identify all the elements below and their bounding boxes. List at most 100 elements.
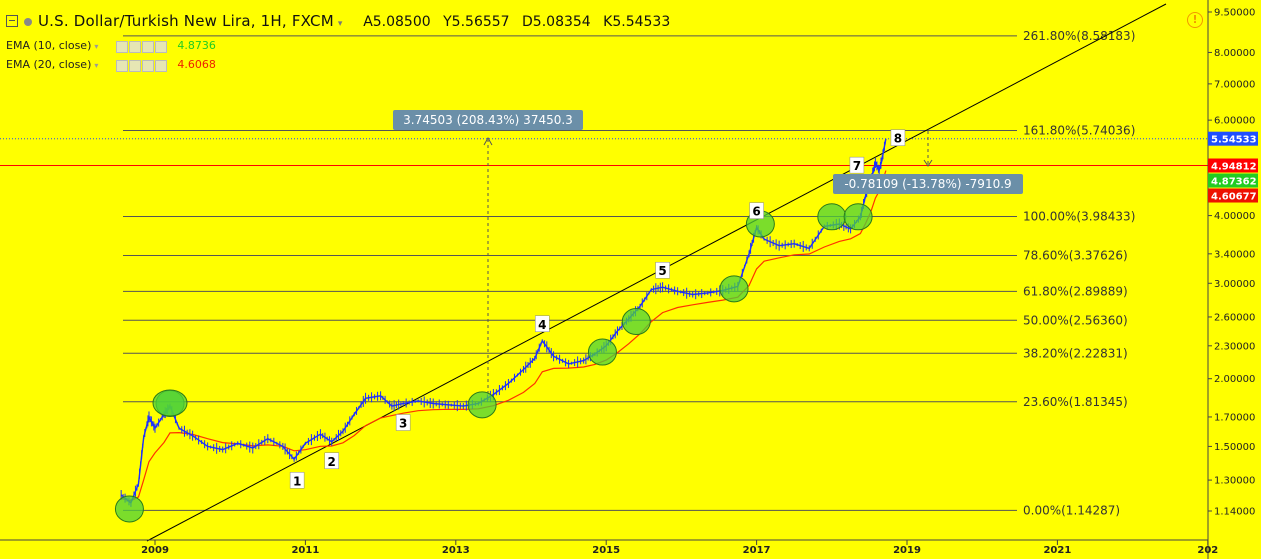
price-label: 4.94812 [1211,162,1257,173]
fib-level-label: 78.60%(3.37626) [1023,248,1128,262]
price-tick-label: 7.00000 [1214,79,1255,90]
time-tick-label: 202 [1197,545,1218,556]
time-tick-label: 2009 [141,545,169,556]
collapse-icon[interactable] [6,14,18,27]
indicator-label: EMA (10, close) [6,39,92,52]
ohlc-readout: A5.08500 Y5.56557 D5.08354 K5.54533 [363,14,678,30]
measure-down-box [833,174,1023,194]
eye-icon[interactable] [115,40,128,53]
symbol-title[interactable]: U.S. Dollar/Turkish New Lira, 1H, FXCM [38,12,334,30]
indicator-value: 4.6068 [177,58,216,71]
wave-label-box [749,202,764,219]
wave-label: 8 [894,132,902,146]
highlight-circle [114,495,144,523]
fib-level-label: 261.80%(8.58183) [1023,29,1135,43]
plus-icon[interactable] [141,59,154,72]
price-tick-label: 9.50000 [1214,8,1255,19]
wave-label: 3 [399,417,407,431]
gear-icon[interactable] [128,59,141,72]
price-tick-label: 3.00000 [1214,279,1255,290]
indicator-buttons [115,59,168,72]
low-value: D5.08354 [522,14,591,30]
time-tick-label: 2015 [592,545,620,556]
measure-up-label: 3.74503 (208.43%) 37450.3 [403,113,573,127]
indicator-ema10[interactable]: EMA (10, close) ▾ 4.8736 [6,39,216,53]
ema20-line [121,170,887,502]
wave-label-box [890,129,906,146]
price-line [120,138,887,505]
highlight-circle [621,308,651,336]
wave-label: 5 [658,264,666,278]
plus-icon[interactable] [141,40,154,53]
wave-label: 4 [538,318,546,332]
fib-level-label: 0.00%(1.14287) [1023,503,1120,517]
wave-label-box [395,414,411,431]
chart-header: U.S. Dollar/Turkish New Lira, 1H, FXCM ▾ … [6,12,678,30]
price-tick-label: 1.70000 [1214,412,1255,423]
symbol-dot-icon [24,17,32,26]
wave-label: 1 [293,474,301,488]
highlight-circle [719,275,749,303]
highlight-circle [152,389,188,417]
highlight-circle [843,203,873,231]
time-tick-label: 2019 [893,545,921,556]
warning-icon[interactable]: ! [1187,12,1203,28]
wave-label-box [289,472,305,489]
fib-level-label: 50.00%(2.56360) [1023,313,1128,327]
indicator-ema20[interactable]: EMA (20, close) ▾ 4.6068 [6,58,216,72]
wave-label-box [849,156,865,174]
highlight-circle [817,203,847,231]
gear-icon[interactable] [128,40,141,53]
price-tick-label: 2.60000 [1214,312,1255,323]
price-tick-label: 2.00000 [1214,374,1255,385]
indicator-label: EMA (20, close) [6,58,92,71]
chevron-down-icon[interactable]: ▾ [337,19,343,29]
fib-level-label: 100.00%(3.98433) [1023,209,1135,223]
chevron-down-icon[interactable]: ▾ [94,42,99,51]
price-label-box [1208,158,1258,173]
price-tick-label: 8.00000 [1214,48,1255,59]
price-label-box [1208,188,1258,203]
close-icon[interactable] [154,40,167,53]
open-value: A5.08500 [363,14,431,30]
chevron-down-icon[interactable]: ▾ [94,61,99,70]
price-label-box [1208,173,1258,188]
highlight-circle [587,338,617,366]
wave-label-box [324,452,339,470]
measure-up-box [393,110,583,130]
fib-level-label: 61.80%(2.89889) [1023,284,1128,298]
price-tick-label: 2.30000 [1214,341,1255,352]
time-tick-label: 2021 [1043,545,1071,556]
high-value: Y5.56557 [443,14,510,30]
indicator-buttons [115,40,168,53]
price-tick-label: 1.14000 [1214,507,1255,518]
price-label-box [1208,131,1258,146]
price-tick-label: 3.40000 [1214,249,1255,260]
indicator-value: 4.8736 [177,39,216,52]
fib-level-label: 38.20%(2.22831) [1023,346,1128,360]
fib-level-label: 161.80%(5.74036) [1023,124,1135,138]
close-icon[interactable] [154,59,167,72]
price-tick-label: 1.50000 [1214,442,1255,453]
measure-down-arrow [923,159,933,167]
wave-label-box [655,261,670,279]
close-value: K5.54533 [603,14,671,30]
price-label: 5.54533 [1211,135,1257,146]
measure-up-arrow [483,136,493,146]
price-tick-label: 1.30000 [1214,476,1255,487]
eye-icon[interactable] [115,59,128,72]
time-tick-label: 2017 [743,545,771,556]
time-tick-label: 2013 [442,545,470,556]
price-label: 4.87362 [1211,177,1257,188]
wave-label: 2 [328,455,336,469]
measure-down-label: -0.78109 (-13.78%) -7910.9 [844,177,1011,191]
wave-label: 6 [752,205,760,219]
price-tick-label: 6.00000 [1214,116,1255,127]
time-tick-label: 2011 [291,545,319,556]
wave-label: 7 [853,159,861,173]
price-label: 4.60677 [1211,192,1257,203]
fib-level-label: 23.60%(1.81345) [1023,395,1128,409]
price-tick-label: 4.00000 [1214,211,1255,222]
highlight-circle [467,391,497,419]
